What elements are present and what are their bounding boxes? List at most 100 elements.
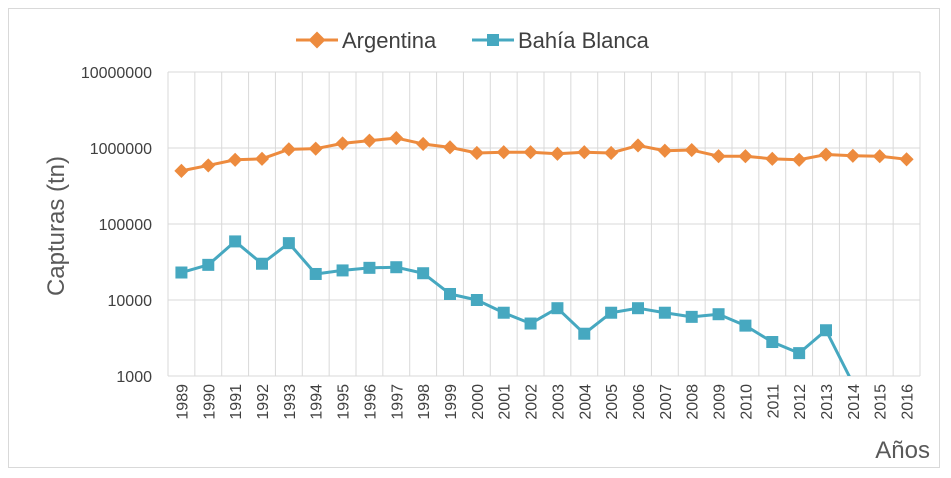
data-point-bahia-blanca [470, 294, 483, 306]
series-line-argentina [181, 136, 907, 173]
data-point-argentina [308, 141, 323, 156]
data-point-argentina [523, 145, 538, 160]
data-point-bahia-blanca [820, 324, 832, 337]
x-tick-label: 1999 [443, 384, 460, 420]
grid-lines [167, 71, 921, 377]
x-tick-label: 2004 [577, 384, 594, 420]
data-point-argentina [469, 145, 484, 161]
data-point-argentina [765, 151, 780, 166]
series-bahia-blanca [175, 235, 851, 376]
data-point-argentina [496, 145, 511, 160]
data-point-argentina [818, 147, 834, 162]
data-point-bahia-blanca [632, 302, 644, 315]
data-point-argentina [281, 142, 296, 157]
y-axis-title: Capturas (tn) [43, 156, 70, 296]
x-axis-ticks: 1989 1990 1991 1992 1993 1994 1995 1996 1997 1998… [174, 384, 916, 420]
legend-item-argentina: Argentina [296, 28, 437, 53]
x-tick-label: 2009 [712, 384, 729, 420]
data-point-argentina [899, 152, 914, 167]
x-tick-label: 2000 [470, 384, 487, 420]
x-tick-label: 2005 [604, 384, 621, 420]
data-point-argentina [550, 146, 565, 161]
data-point-argentina [604, 145, 619, 161]
x-tick-label: 2010 [738, 384, 755, 420]
data-point-bahia-blanca [444, 287, 456, 300]
data-point-bahia-blanca [739, 319, 752, 332]
data-point-argentina [684, 142, 699, 158]
legend-item-bahia-blanca: Bahía Blanca [472, 28, 650, 53]
data-point-argentina [201, 158, 216, 173]
x-tick-label: 1994 [309, 384, 326, 420]
data-point-argentina [738, 149, 753, 164]
data-point-argentina [335, 136, 350, 151]
y-tick-label: 10000 [108, 293, 153, 310]
data-point-bahia-blanca [551, 302, 564, 315]
x-tick-label: 2011 [765, 384, 782, 419]
data-point-bahia-blanca [363, 261, 376, 274]
x-tick-label: 2003 [550, 384, 567, 420]
x-tick-label: 2013 [819, 384, 836, 420]
legend-marker-bahia-blanca [487, 34, 499, 46]
data-point-bahia-blanca [229, 235, 242, 248]
data-point-argentina [442, 140, 458, 155]
y-tick-label: 1000000 [90, 141, 152, 158]
data-point-bahia-blanca [417, 267, 430, 280]
legend: Argentina Bahía Blanca [296, 28, 650, 53]
data-point-argentina [254, 151, 270, 166]
chart-frame [8, 8, 940, 468]
data-point-bahia-blanca [282, 237, 295, 250]
y-tick-label: 100000 [99, 217, 152, 234]
data-point-argentina [711, 149, 726, 164]
x-tick-label: 1991 [228, 384, 245, 420]
x-tick-label: 2002 [524, 384, 541, 420]
data-point-argentina [657, 143, 672, 158]
data-point-bahia-blanca [605, 306, 618, 319]
x-axis-title: Años [875, 437, 930, 464]
data-point-bahia-blanca [766, 336, 779, 349]
data-point-bahia-blanca [658, 306, 671, 319]
y-tick-label: 10000000 [81, 65, 152, 82]
data-point-argentina [577, 145, 592, 160]
data-point-argentina [416, 136, 431, 152]
x-tick-label: 1990 [201, 384, 218, 420]
series-argentina [174, 131, 914, 178]
x-tick-label: 2014 [846, 384, 863, 420]
x-tick-label: 2006 [631, 384, 648, 420]
legend-label-bahia-blanca: Bahía Blanca [518, 28, 650, 53]
data-point-bahia-blanca [578, 327, 591, 340]
x-tick-label: 2007 [658, 384, 675, 420]
data-point-bahia-blanca [712, 308, 725, 321]
y-axis-ticks: 1000 10000 100000 1000000 10000000 [81, 65, 152, 386]
data-point-bahia-blanca [793, 347, 806, 360]
data-point-bahia-blanca [685, 310, 698, 323]
data-point-bahia-blanca [390, 261, 403, 274]
data-point-argentina [630, 138, 646, 153]
data-point-bahia-blanca [497, 306, 510, 319]
x-tick-label: 2008 [685, 384, 702, 420]
data-point-bahia-blanca [202, 258, 215, 271]
x-tick-label: 1998 [416, 384, 433, 420]
data-point-bahia-blanca [256, 257, 268, 270]
data-point-argentina [362, 133, 377, 148]
data-point-argentina [174, 163, 189, 178]
data-point-bahia-blanca [175, 266, 188, 279]
x-tick-label: 1993 [282, 384, 299, 420]
data-point-bahia-blanca [524, 317, 537, 330]
y-tick-label: 1000 [116, 369, 152, 386]
x-tick-label: 2001 [497, 384, 514, 420]
x-tick-label: 1992 [255, 384, 272, 420]
x-tick-label: 2015 [873, 384, 890, 420]
data-point-argentina [872, 149, 887, 164]
series-layer [174, 131, 914, 376]
legend-label-argentina: Argentina [342, 28, 437, 53]
x-tick-label: 1995 [336, 384, 353, 420]
x-tick-label: 2016 [900, 384, 917, 420]
data-point-argentina [792, 152, 807, 167]
x-tick-label: 1989 [174, 384, 191, 420]
x-tick-label: 2012 [792, 384, 809, 420]
data-point-argentina [228, 152, 243, 167]
legend-marker-argentina [308, 31, 326, 49]
data-point-bahia-blanca [309, 267, 322, 280]
x-tick-label: 1996 [362, 384, 379, 420]
